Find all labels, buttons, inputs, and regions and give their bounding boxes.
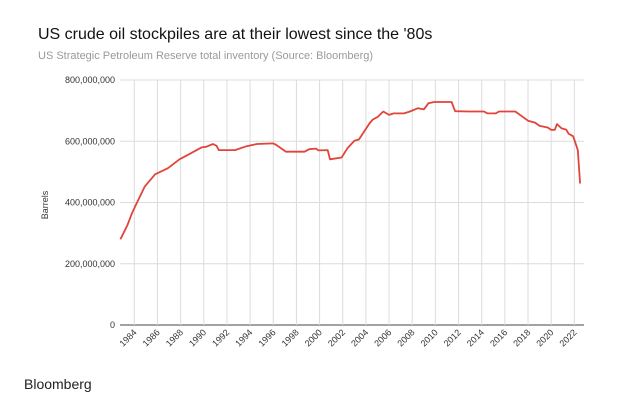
- x-tick-label: 2002: [326, 327, 347, 348]
- bloomberg-logo: Bloomberg: [24, 376, 92, 392]
- series-line-spr-inventory: [119, 101, 581, 240]
- x-tick-label: 2016: [488, 327, 509, 348]
- x-tick-label: 1996: [256, 327, 277, 348]
- x-tick-label: 2008: [395, 327, 416, 348]
- x-tick-label: 2014: [465, 327, 486, 348]
- x-tick-label: 1990: [187, 327, 208, 348]
- y-tick-label: 0: [110, 320, 115, 330]
- x-tick-label: 2006: [372, 327, 393, 348]
- x-tick-label: 1984: [117, 327, 138, 348]
- x-tick-label: 2022: [558, 327, 579, 348]
- y-tick-label: 800,000,000: [65, 75, 115, 85]
- y-tick-label: 400,000,000: [65, 198, 115, 208]
- x-tick-label: 1992: [210, 327, 231, 348]
- x-tick-label: 2018: [511, 327, 532, 348]
- chart-title: US crude oil stockpiles are at their low…: [38, 26, 433, 43]
- x-tick-label: 2010: [419, 327, 440, 348]
- x-tick-label: 1986: [141, 327, 162, 348]
- x-tick-label: 1994: [233, 327, 254, 348]
- y-axis-label: Barrels: [40, 190, 50, 219]
- x-tick-label: 2000: [303, 327, 324, 348]
- x-tick-label: 1988: [164, 327, 185, 348]
- x-tick-label: 2012: [442, 327, 463, 348]
- chart-subtitle: US Strategic Petroleum Reserve total inv…: [38, 50, 374, 62]
- x-tick-label: 1998: [280, 327, 301, 348]
- x-tick-label: 2020: [534, 327, 555, 348]
- y-tick-label: 200,000,000: [65, 259, 115, 269]
- y-tick-label: 600,000,000: [65, 136, 115, 146]
- x-tick-label: 2004: [349, 327, 370, 348]
